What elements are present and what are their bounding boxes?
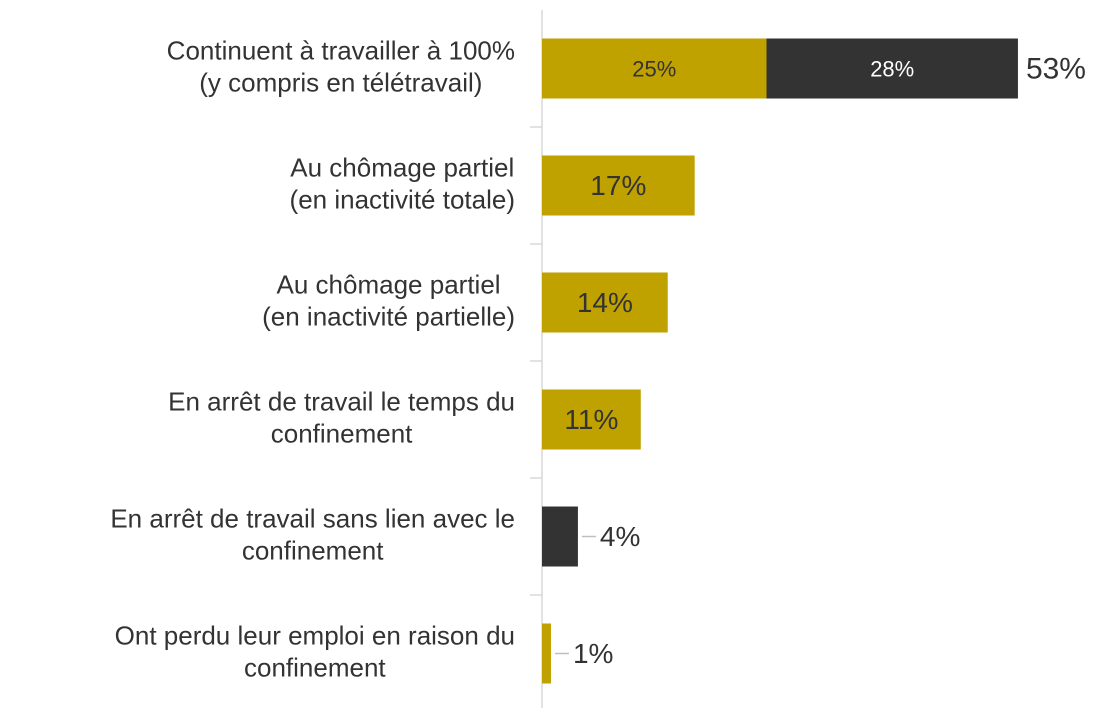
total-label: 53% — [1026, 52, 1086, 85]
category-label: Ont perdu leur emploi en raison du confin… — [115, 620, 515, 682]
bar — [542, 623, 551, 684]
value-label: 28% — [870, 56, 914, 81]
category-label: En arrêt de travail le temps du confineme… — [168, 386, 515, 448]
category-label: Au chômage partiel (en inactivité totale) — [290, 152, 515, 214]
bar — [542, 506, 578, 567]
value-label: 17% — [590, 170, 646, 201]
bar — [766, 38, 1018, 99]
bar — [542, 38, 767, 99]
bar — [542, 155, 695, 216]
value-label: 14% — [577, 287, 633, 318]
category-label: Au chômage partiel (en inactivité partiel… — [262, 269, 515, 331]
value-label: 1% — [573, 638, 613, 669]
bar — [542, 272, 668, 333]
value-label: 25% — [632, 56, 676, 81]
bar — [542, 389, 641, 450]
category-label: En arrêt de travail sans lien avec le con… — [110, 503, 515, 565]
category-label: Continuent à travailler à 100% (y compris… — [167, 35, 515, 97]
value-label: 4% — [600, 521, 640, 552]
value-label: 11% — [564, 404, 618, 435]
